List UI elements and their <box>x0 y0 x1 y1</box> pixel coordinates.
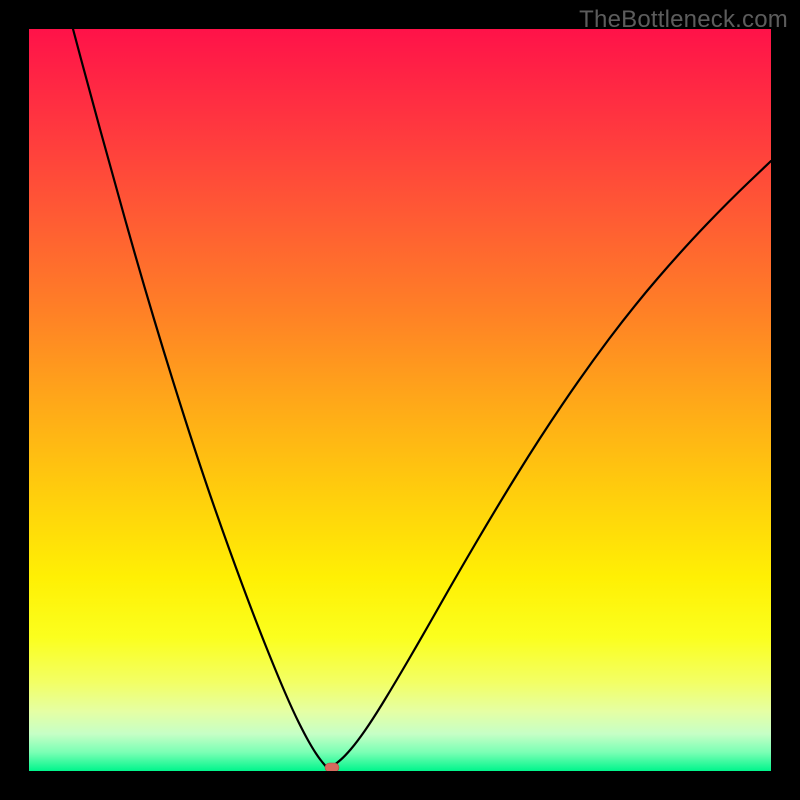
curve-layer <box>29 29 771 771</box>
curve-left-branch <box>73 29 326 767</box>
chart-frame: TheBottleneck.com <box>0 0 800 800</box>
plot-area <box>29 29 771 771</box>
trough-marker <box>325 763 339 771</box>
curve-right-branch <box>332 161 771 767</box>
